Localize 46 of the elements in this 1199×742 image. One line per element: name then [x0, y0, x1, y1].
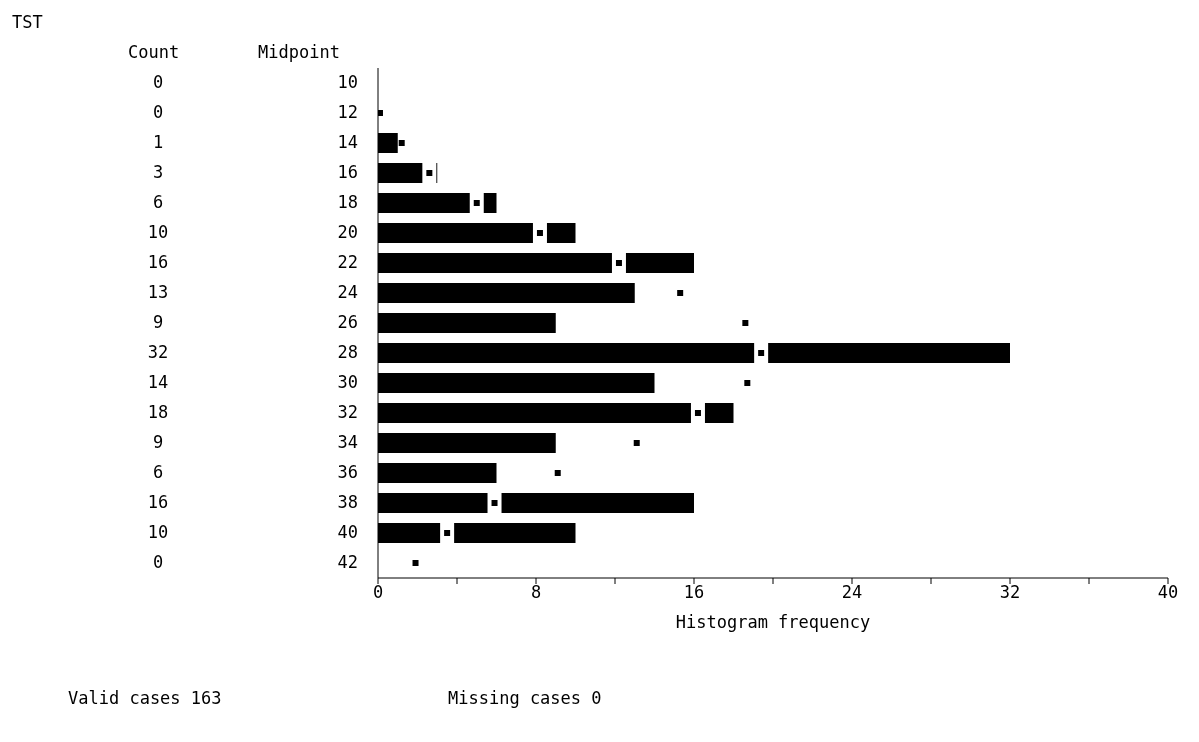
x-tick-label: 0 [372, 582, 384, 603]
data-label: 9 [152, 312, 164, 332]
data-label: 14 [147, 372, 169, 392]
y-tick-label: 20 [337, 222, 358, 242]
y-tick-label: 34 [337, 432, 358, 452]
text: TST [12, 12, 43, 32]
y-tick-label: 10 [337, 72, 358, 92]
data-label: 3 [152, 162, 164, 182]
text: Missing cases 0 [448, 688, 602, 708]
data-label: 32 [147, 342, 169, 362]
y-tick-label: 36 [337, 462, 358, 482]
y-tick-label: 24 [337, 282, 358, 302]
data-label: 10 [147, 222, 169, 242]
data-label: 13 [147, 282, 169, 302]
data-label: 9 [152, 432, 164, 452]
x-axis-title: Histogram frequency [675, 612, 871, 632]
y-tick-label: 12 [337, 102, 358, 122]
x-tick-label: 8 [530, 582, 542, 603]
data-label: 0 [152, 72, 164, 92]
data-label: 16 [147, 492, 169, 512]
text: Valid cases 163 [68, 688, 222, 708]
text: Midpoint [258, 42, 340, 62]
y-tick-label: 16 [337, 162, 358, 182]
y-tick-label: 42 [337, 552, 358, 572]
y-tick-label: 40 [337, 522, 358, 542]
x-tick-label: 32 [999, 582, 1021, 603]
y-tick-label: 32 [337, 402, 358, 422]
x-tick-label: 16 [683, 582, 705, 603]
count-header: Count [128, 42, 180, 62]
y-tick-label: 14 [337, 132, 358, 152]
y-tick-label: 26 [337, 312, 358, 332]
data-label: 6 [152, 192, 164, 212]
x-tick-label: 40 [1157, 582, 1179, 603]
data-label: 10 [147, 522, 169, 542]
data-label: 6 [152, 462, 164, 482]
y-tick-label: 18 [337, 192, 358, 212]
data-label: 0 [152, 102, 164, 122]
y-tick-label: 30 [337, 372, 358, 392]
data-label: 1 [152, 132, 164, 152]
y-tick-label: 28 [337, 342, 358, 362]
y-tick-label: 22 [337, 252, 358, 272]
y-tick-label: 38 [337, 492, 358, 512]
data-label: 16 [147, 252, 169, 272]
x-tick-label: 24 [841, 582, 863, 603]
data-label: 18 [147, 402, 169, 422]
data-label: 0 [152, 552, 164, 572]
